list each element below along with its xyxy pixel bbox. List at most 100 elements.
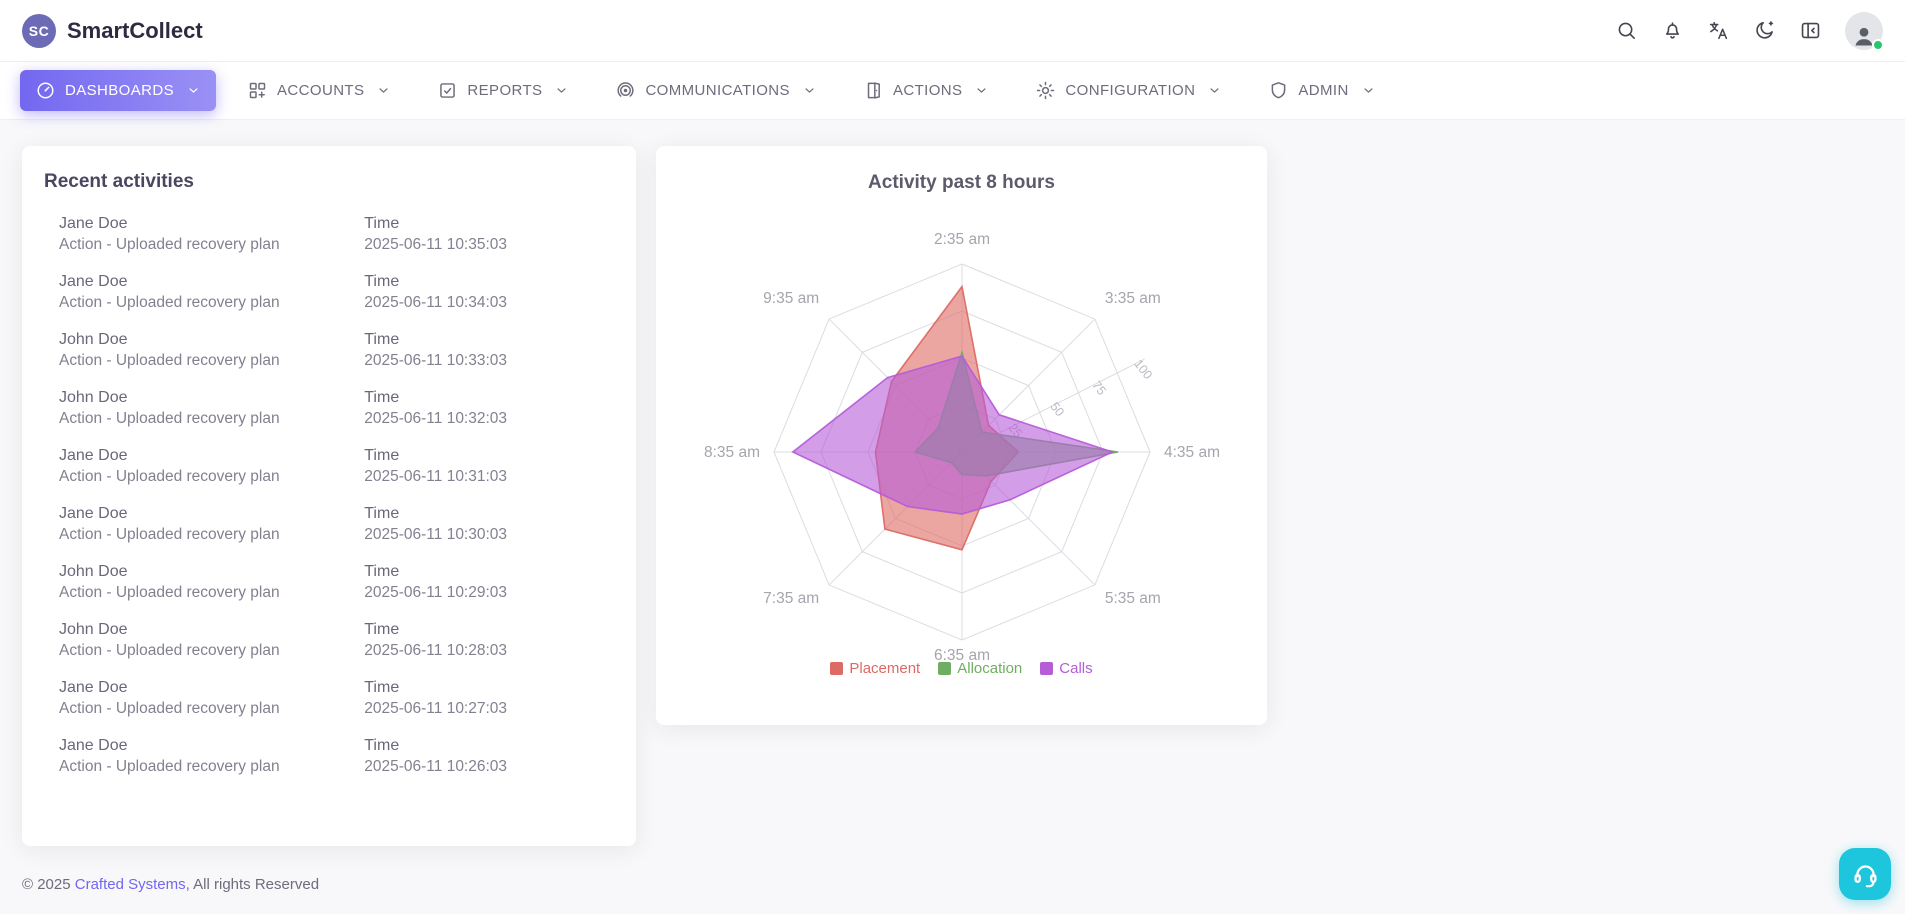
- activity-action: Action - Uploaded recovery plan: [59, 236, 280, 253]
- radar-tick-label: 100: [1131, 357, 1155, 382]
- app-header: SC SmartCollect: [0, 0, 1905, 62]
- language-button[interactable]: [1707, 19, 1730, 42]
- radar-axis-label: 4:35 am: [1164, 444, 1220, 461]
- support-chat-button[interactable]: [1839, 848, 1891, 900]
- activity-user-name: Jane Doe: [59, 273, 128, 290]
- crafted-systems-link[interactable]: Crafted Systems,: [74, 876, 190, 893]
- recent-activities-card: Recent activities Jane Doe Action - Uploa…: [22, 146, 636, 846]
- time-value: 2025-06-11 10:29:03: [364, 584, 508, 601]
- time-label: Time: [364, 273, 400, 290]
- time-value: 2025-06-11 10:30:03: [364, 526, 508, 543]
- person-icon: [1855, 27, 1873, 45]
- legend-label: Calls: [1059, 660, 1093, 677]
- radar-axis-label: 3:35 am: [1105, 290, 1161, 307]
- logo-text: SC: [28, 22, 50, 39]
- dark-mode-button[interactable]: [1753, 19, 1776, 42]
- nav-item-label: ACTIONS: [892, 82, 963, 99]
- nav-item-label: COMMUNICATIONS: [645, 82, 790, 99]
- legend-item-allocation[interactable]: Allocation: [938, 660, 1022, 677]
- time-label: Time: [364, 621, 400, 638]
- activity-info: Jane Doe Action - Uploaded recovery plan: [59, 273, 364, 312]
- time-value: 2025-06-11 10:33:03: [364, 352, 508, 369]
- time-label: Time: [364, 215, 400, 232]
- time-value: 2025-06-11 10:34:03: [364, 294, 508, 311]
- chart-title: Activity past 8 hours: [868, 172, 1055, 193]
- nav-item-label: DASHBOARDS: [65, 82, 175, 99]
- time-value: 2025-06-11 10:26:03: [364, 758, 508, 775]
- time-label: Time: [364, 563, 400, 580]
- chart-legend: Placement Allocation Calls: [830, 660, 1093, 677]
- time-label: Time: [364, 679, 400, 696]
- gauge-icon: [37, 82, 54, 99]
- legend-swatch: [1040, 662, 1054, 675]
- chevron-down-icon: [977, 88, 986, 93]
- time-value: 2025-06-11 10:31:03: [364, 468, 508, 485]
- legend-item-calls[interactable]: Calls: [1040, 660, 1093, 677]
- activity-time: Time 2025-06-11 10:27:03: [364, 679, 507, 718]
- online-status-dot: [1872, 38, 1884, 51]
- radar-axis-label: 8:35 am: [704, 444, 760, 461]
- layout-collapse-icon: [1801, 22, 1820, 39]
- activity-row: Jane Doe Action - Uploaded recovery plan T…: [59, 679, 614, 718]
- nav-item-reports[interactable]: REPORTS: [422, 70, 584, 111]
- chevron-down-icon: [1210, 88, 1219, 93]
- activity-time: Time 2025-06-11 10:26:03: [364, 737, 507, 776]
- nav-item-configuration[interactable]: CONFIGURATION: [1020, 70, 1237, 111]
- activity-user-name: Jane Doe: [59, 679, 128, 696]
- activity-user-name: Jane Doe: [59, 215, 128, 232]
- activity-info: Jane Doe Action - Uploaded recovery plan: [59, 737, 364, 776]
- activity-row: John Doe Action - Uploaded recovery plan T…: [59, 563, 614, 602]
- activity-row: John Doe Action - Uploaded recovery plan T…: [59, 331, 614, 370]
- nav-item-admin[interactable]: ADMIN: [1253, 70, 1390, 111]
- radar-axis-label: 9:35 am: [763, 290, 819, 307]
- activity-list: Jane Doe Action - Uploaded recovery plan T…: [44, 215, 614, 776]
- chevron-down-icon: [805, 88, 814, 93]
- nav-item-communications[interactable]: COMMUNICATIONS: [600, 70, 831, 111]
- radar-tick-label: 50: [1047, 400, 1067, 420]
- activity-info: John Doe Action - Uploaded recovery plan: [59, 563, 364, 602]
- radar-tick-label: 75: [1089, 378, 1109, 398]
- grid-icon: [249, 82, 266, 99]
- activity-row: Jane Doe Action - Uploaded recovery plan T…: [59, 737, 614, 776]
- activity-user-name: John Doe: [59, 563, 128, 580]
- activity-action: Action - Uploaded recovery plan: [59, 294, 280, 311]
- recent-activities-title: Recent activities: [44, 171, 194, 192]
- broadcast-icon: [617, 82, 635, 97]
- activity-info: John Doe Action - Uploaded recovery plan: [59, 389, 364, 428]
- radar-axis-label: 2:35 am: [934, 231, 990, 248]
- report-icon: [440, 83, 456, 98]
- translate-icon: [1709, 21, 1728, 40]
- activity-user-name: Jane Doe: [59, 737, 128, 754]
- activity-action: Action - Uploaded recovery plan: [59, 584, 280, 601]
- activity-time: Time 2025-06-11 10:30:03: [364, 505, 507, 544]
- nav-item-actions[interactable]: ACTIONS: [848, 70, 1004, 111]
- copyright-text: © 2025: [22, 876, 71, 893]
- layout-toggle-button[interactable]: [1799, 19, 1822, 42]
- shield-icon: [1271, 82, 1286, 99]
- brand[interactable]: SC SmartCollect: [22, 13, 203, 48]
- legend-item-placement[interactable]: Placement: [830, 660, 920, 677]
- nav-item-accounts[interactable]: ACCOUNTS: [232, 70, 406, 111]
- activity-time: Time 2025-06-11 10:28:03: [364, 621, 507, 660]
- radar-axis-label: 5:35 am: [1105, 590, 1161, 607]
- activity-time: Time 2025-06-11 10:32:03: [364, 389, 507, 428]
- main-content: Recent activities Jane Doe Action - Uploa…: [0, 120, 1905, 846]
- search-button[interactable]: [1615, 19, 1638, 42]
- nav-item-dashboards[interactable]: DASHBOARDS: [20, 70, 217, 111]
- chevron-down-icon: [1364, 88, 1373, 93]
- time-value: 2025-06-11 10:32:03: [364, 410, 508, 427]
- activity-time: Time 2025-06-11 10:33:03: [364, 331, 507, 370]
- search-icon: [1618, 22, 1635, 39]
- activity-action: Action - Uploaded recovery plan: [59, 468, 280, 485]
- activity-time: Time 2025-06-11 10:29:03: [364, 563, 507, 602]
- activity-row: Jane Doe Action - Uploaded recovery plan T…: [59, 447, 614, 486]
- activity-info: Jane Doe Action - Uploaded recovery plan: [59, 215, 364, 254]
- activity-time: Time 2025-06-11 10:31:03: [364, 447, 507, 486]
- activity-action: Action - Uploaded recovery plan: [59, 526, 280, 543]
- time-label: Time: [364, 389, 400, 406]
- user-avatar[interactable]: [1845, 11, 1884, 51]
- time-value: 2025-06-11 10:35:03: [364, 236, 508, 253]
- notifications-button[interactable]: [1661, 19, 1684, 42]
- activity-user-name: John Doe: [59, 331, 128, 348]
- time-value: 2025-06-11 10:27:03: [364, 700, 508, 717]
